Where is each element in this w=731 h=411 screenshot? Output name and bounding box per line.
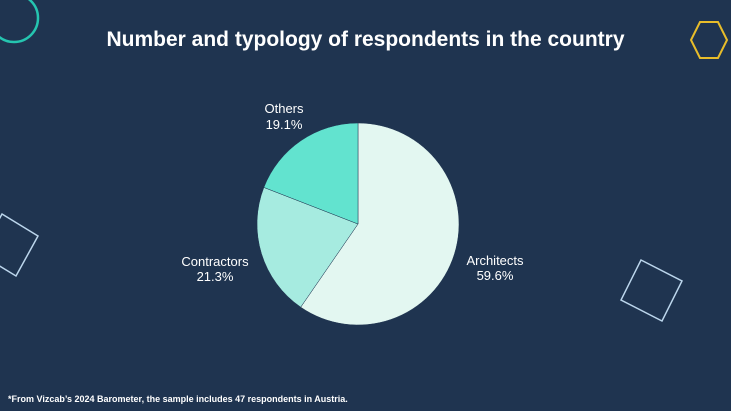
pie-slice-contractors xyxy=(256,187,359,308)
pie-labels: Architects 59.6% Contractors 21.3% Other… xyxy=(181,101,524,284)
yellow-hexagon-decoration xyxy=(689,21,729,59)
teal-circle-decoration xyxy=(0,0,40,44)
pie-slice-architects xyxy=(300,122,460,326)
slice-value-others: 19.1% xyxy=(266,117,303,132)
pie-slices xyxy=(256,122,460,326)
slice-label-others: Others xyxy=(264,101,304,116)
slice-value-contractors: 21.3% xyxy=(197,269,234,284)
slice-label-architects: Architects xyxy=(466,253,524,268)
slice-label-contractors: Contractors xyxy=(181,254,249,269)
pie-slice-others xyxy=(263,122,359,225)
square-outline-decoration-left xyxy=(0,212,40,278)
chart-title: Number and typology of respondents in th… xyxy=(106,28,625,51)
square-outline-decoration-right xyxy=(619,258,684,323)
source-footnote: *From Vizcab’s 2024 Barometer, the sampl… xyxy=(8,394,348,404)
slice-value-architects: 59.6% xyxy=(477,268,514,283)
